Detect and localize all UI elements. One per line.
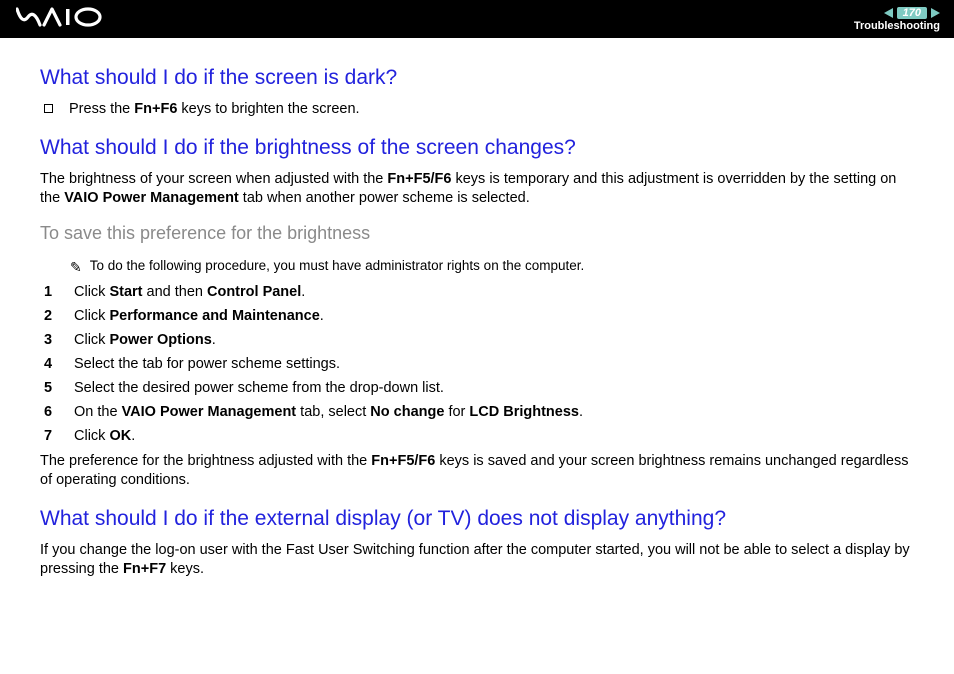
page-content: What should I do if the screen is dark? … xyxy=(0,38,954,606)
note-text: To do the following procedure, you must … xyxy=(90,258,585,273)
step-number: 3 xyxy=(44,332,56,348)
page-nav: 170 xyxy=(884,7,940,19)
vaio-logo xyxy=(16,7,108,32)
steps-list: 1 Click Start and then Control Panel. 2 Cli… xyxy=(40,284,914,444)
text-fragment: keys to brighten the screen. xyxy=(177,101,359,117)
bold-text: Fn+F6 xyxy=(134,101,177,117)
square-bullet-icon xyxy=(44,104,53,113)
step-text: Click Performance and Maintenance. xyxy=(74,308,324,324)
step-number: 4 xyxy=(44,356,56,372)
next-page-arrow[interactable] xyxy=(931,8,940,18)
question-heading-2: What should I do if the brightness of th… xyxy=(40,136,914,160)
bold-text: Fn+F5/F6 xyxy=(387,171,451,187)
question-heading-3: What should I do if the external display… xyxy=(40,507,914,531)
step-text: Click Start and then Control Panel. xyxy=(74,284,305,300)
text-fragment: tab when another power scheme is selecte… xyxy=(239,190,530,206)
step-number: 2 xyxy=(44,308,56,324)
step-row: 4 Select the tab for power scheme setting… xyxy=(40,356,914,372)
step-row: 2 Click Performance and Maintenance. xyxy=(40,308,914,324)
page-header: 170 Troubleshooting xyxy=(0,0,954,38)
step-row: 5 Select the desired power scheme from th… xyxy=(40,380,914,396)
step-text: Select the tab for power scheme settings… xyxy=(74,356,340,372)
step-number: 7 xyxy=(44,428,56,444)
header-right: 170 Troubleshooting xyxy=(854,7,940,32)
note-row: ✎ To do the following procedure, you mus… xyxy=(70,258,914,276)
question-heading-1: What should I do if the screen is dark? xyxy=(40,66,914,90)
pencil-icon: ✎ xyxy=(70,259,82,276)
step-text: Select the desired power scheme from the… xyxy=(74,380,444,396)
step-number: 1 xyxy=(44,284,56,300)
bold-text: Fn+F7 xyxy=(123,561,166,577)
step-row: 3 Click Power Options. xyxy=(40,332,914,348)
step-number: 6 xyxy=(44,404,56,420)
step-text: Click Power Options. xyxy=(74,332,216,348)
text-fragment: keys. xyxy=(166,561,204,577)
sub-heading: To save this preference for the brightne… xyxy=(40,223,914,244)
step-text: On the VAIO Power Management tab, select… xyxy=(74,404,583,420)
bullet-text: Press the Fn+F6 keys to brighten the scr… xyxy=(69,100,360,120)
bold-text: VAIO Power Management xyxy=(64,190,239,206)
section-label: Troubleshooting xyxy=(854,20,940,32)
text-fragment: Press the xyxy=(69,101,134,117)
page-number: 170 xyxy=(897,7,927,19)
step-number: 5 xyxy=(44,380,56,396)
step-row: 7 Click OK. xyxy=(40,428,914,444)
paragraph: The brightness of your screen when adjus… xyxy=(40,170,914,209)
prev-page-arrow[interactable] xyxy=(884,8,893,18)
step-row: 1 Click Start and then Control Panel. xyxy=(40,284,914,300)
paragraph: If you change the log-on user with the F… xyxy=(40,541,914,580)
closing-paragraph: The preference for the brightness adjust… xyxy=(40,452,914,491)
step-text: Click OK. xyxy=(74,428,135,444)
bold-text: Fn+F5/F6 xyxy=(371,453,435,469)
text-fragment: The brightness of your screen when adjus… xyxy=(40,171,387,187)
step-row: 6 On the VAIO Power Management tab, selec… xyxy=(40,404,914,420)
bullet-item: Press the Fn+F6 keys to brighten the scr… xyxy=(44,100,914,120)
text-fragment: The preference for the brightness adjust… xyxy=(40,453,371,469)
